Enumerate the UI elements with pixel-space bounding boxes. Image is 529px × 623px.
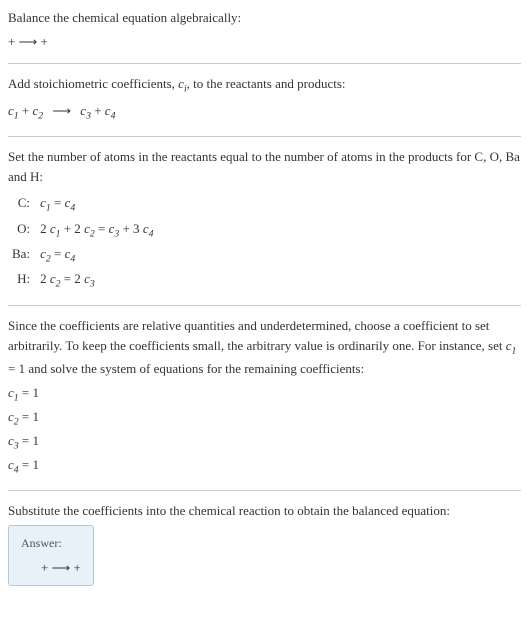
- stoich-prompt-before: Add stoichiometric coefficients,: [8, 76, 178, 91]
- table-row: Ba: c2 = c4: [8, 243, 157, 268]
- atoms-prompt: Set the number of atoms in the reactants…: [8, 147, 521, 186]
- c2-sub: 2: [38, 111, 43, 122]
- plus-1: +: [22, 103, 33, 118]
- c3-sub: 3: [86, 111, 91, 122]
- substitute-paragraph: Substitute the coefficients into the che…: [8, 501, 521, 521]
- answer-label: Answer:: [21, 534, 81, 552]
- answer-box: Answer: + ⟶ +: [8, 525, 94, 587]
- divider-4: [8, 490, 521, 491]
- substitute-section: Substitute the coefficients into the che…: [8, 501, 521, 586]
- divider-2: [8, 136, 521, 137]
- atom-eq-ba: c2 = c4: [36, 243, 157, 268]
- table-row: C: c1 = c4: [8, 192, 157, 217]
- arrow: ⟶: [52, 103, 71, 118]
- atom-label-ba: Ba:: [8, 243, 36, 268]
- coeff-line-4: c4 = 1: [8, 455, 521, 478]
- table-row: O: 2 c1 + 2 c2 = c3 + 3 c4: [8, 218, 157, 243]
- plus-2: +: [94, 103, 105, 118]
- solve-section: Since the coefficients are relative quan…: [8, 316, 521, 478]
- atom-label-c: C:: [8, 192, 36, 217]
- atoms-table: C: c1 = c4 O: 2 c1 + 2 c2 = c3 + 3 c4 Ba…: [8, 192, 157, 293]
- intro-prompt: Balance the chemical equation algebraica…: [8, 8, 521, 28]
- coeff-line-1: c1 = 1: [8, 383, 521, 406]
- table-row: H: 2 c2 = 2 c3: [8, 268, 157, 293]
- atom-label-h: H:: [8, 268, 36, 293]
- stoich-equation: c1 + c2 ⟶ c3 + c4: [8, 101, 521, 124]
- atom-label-o: O:: [8, 218, 36, 243]
- answer-equation: + ⟶ +: [21, 558, 81, 578]
- coeff-line-3: c3 = 1: [8, 431, 521, 454]
- divider-3: [8, 305, 521, 306]
- stoich-prompt: Add stoichiometric coefficients, ci, to …: [8, 74, 521, 97]
- coeff-line-2: c2 = 1: [8, 407, 521, 430]
- intro-section: Balance the chemical equation algebraica…: [8, 8, 521, 51]
- divider-1: [8, 63, 521, 64]
- c4-sub: 4: [111, 111, 116, 122]
- stoich-prompt-after: , to the reactants and products:: [187, 76, 346, 91]
- c1-sub: 1: [14, 111, 19, 122]
- stoich-section: Add stoichiometric coefficients, ci, to …: [8, 74, 521, 124]
- atom-eq-o: 2 c1 + 2 c2 = c3 + 3 c4: [36, 218, 157, 243]
- intro-reaction: + ⟶ +: [8, 32, 521, 52]
- coeffs-list: c1 = 1 c2 = 1 c3 = 1 c4 = 1: [8, 383, 521, 479]
- atoms-section: Set the number of atoms in the reactants…: [8, 147, 521, 293]
- atom-eq-h: 2 c2 = 2 c3: [36, 268, 157, 293]
- atom-eq-c: c1 = c4: [36, 192, 157, 217]
- solve-paragraph: Since the coefficients are relative quan…: [8, 316, 521, 378]
